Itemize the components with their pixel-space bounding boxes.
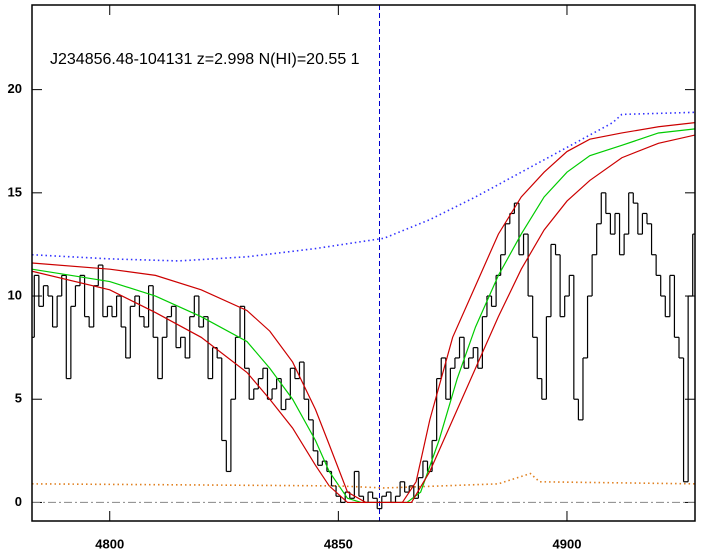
y-tick-label: 20: [8, 81, 22, 96]
y-tick-label: 15: [8, 184, 22, 199]
y-tick-label: 10: [8, 287, 22, 302]
y-tick-label: 5: [15, 391, 22, 406]
x-tick-label: 4800: [95, 536, 124, 551]
x-tick-label: 4900: [553, 536, 582, 551]
model-line: [32, 122, 695, 504]
plot-frame: [31, 4, 696, 522]
dotted-line: [32, 472, 695, 489]
chart-title: J234856.48-104131 z=2.998 N(HI)=20.55 1: [50, 51, 360, 68]
y-tick-label: 0: [15, 494, 22, 509]
model-line: [32, 134, 695, 504]
x-tick-label: 4850: [324, 536, 353, 551]
model-line: [32, 128, 695, 504]
